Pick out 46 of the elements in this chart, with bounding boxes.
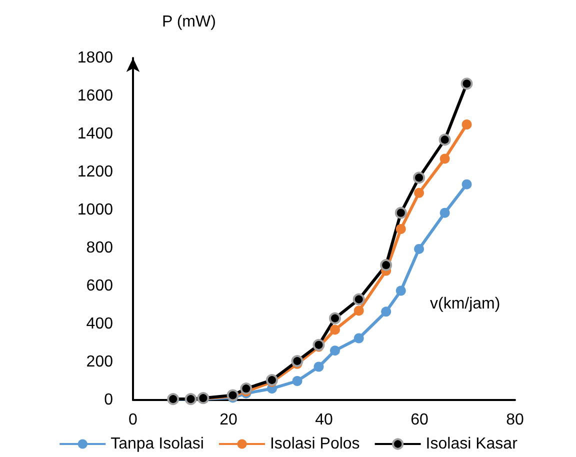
x-axis-title: v(km/jam)	[430, 296, 500, 312]
x-tick-label: 20	[220, 412, 238, 428]
point	[354, 306, 364, 316]
point	[460, 78, 473, 90]
point	[440, 154, 450, 164]
y-tick-label: 1600	[77, 88, 114, 104]
point	[462, 179, 472, 190]
x-tick-label: 0	[128, 412, 138, 428]
point	[414, 244, 424, 254]
y-tick-label: 1800	[77, 50, 114, 66]
point	[396, 224, 406, 234]
y-tick-label: 1400	[77, 126, 114, 142]
y-tick-label: 400	[86, 316, 114, 332]
y-tick-label: 1200	[77, 164, 114, 180]
point	[352, 293, 365, 306]
point	[414, 188, 424, 198]
legend-label: Tanpa Isolasi	[110, 436, 204, 452]
y-tick-label: 800	[86, 240, 114, 256]
point	[354, 333, 364, 344]
y-tick-label: 1000	[77, 202, 114, 218]
point	[462, 120, 472, 130]
point	[314, 362, 324, 372]
point	[330, 324, 340, 335]
point	[328, 312, 341, 324]
point	[394, 206, 407, 219]
point	[240, 382, 252, 395]
point	[381, 306, 392, 317]
point	[413, 172, 426, 184]
point	[440, 208, 450, 218]
y-axis-title: P (mW)	[162, 14, 216, 30]
point	[396, 286, 406, 296]
x-tick-label: 60	[410, 412, 428, 428]
y-tick-label: 200	[86, 354, 114, 370]
point	[266, 374, 278, 386]
legend-label: Isolasi Polos	[270, 436, 360, 452]
point	[291, 355, 304, 368]
point	[330, 346, 340, 356]
point	[312, 338, 325, 351]
y-tick-label: 600	[86, 278, 114, 294]
point	[438, 134, 451, 146]
legend-label: Isolasi Kasar	[426, 436, 518, 452]
x-tick-label: 40	[315, 412, 333, 428]
point	[292, 376, 302, 386]
x-tick-label: 80	[506, 412, 524, 428]
point	[380, 259, 392, 272]
y-tick-label: 0	[104, 392, 114, 408]
